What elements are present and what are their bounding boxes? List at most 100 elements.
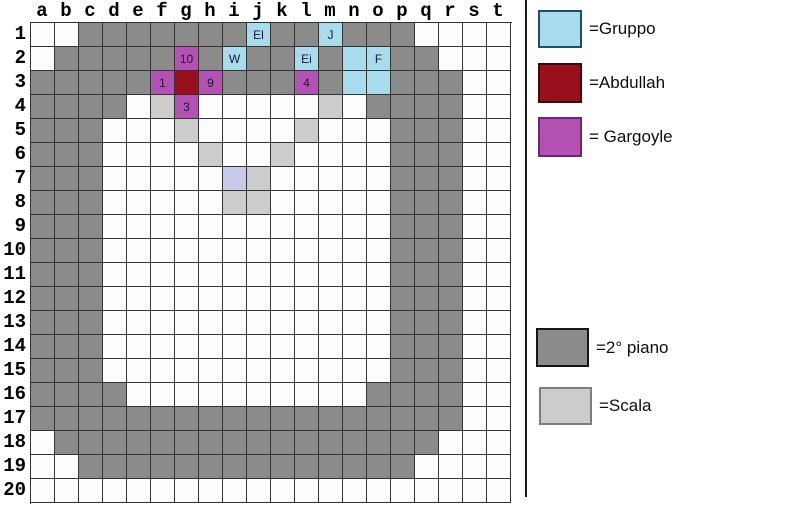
grid-cell-l15: [295, 359, 319, 383]
grid-cell-s6: [463, 143, 487, 167]
grid-cell-i11: [223, 263, 247, 287]
grid-cell-n18: [343, 431, 367, 455]
grid-cell-b17: [55, 407, 79, 431]
grid-cell-a20: [31, 479, 55, 503]
grid-cell-e15: [127, 359, 151, 383]
grid-cell-s20: [463, 479, 487, 503]
grid-cell-f20: [151, 479, 175, 503]
grid-cell-k19: [271, 455, 295, 479]
grid-cell-q12: [415, 287, 439, 311]
cell-label-g4: 3: [183, 99, 190, 114]
column-header-i: i: [228, 0, 240, 22]
grid-cell-t10: [487, 239, 511, 263]
grid-cell-s16: [463, 383, 487, 407]
grid-cell-o8: [367, 191, 391, 215]
grid-cell-k13: [271, 311, 295, 335]
grid-cell-b8: [55, 191, 79, 215]
grid-cell-r4: [439, 95, 463, 119]
grid-cell-r1: [439, 23, 463, 47]
grid-cell-g4: 3: [175, 95, 199, 119]
cell-label-j1: El: [253, 27, 264, 42]
row-header-14: 14: [3, 335, 26, 357]
grid-cell-g15: [175, 359, 199, 383]
grid-cell-j7: [247, 167, 271, 191]
grid-cell-o5: [367, 119, 391, 143]
grid-cell-r8: [439, 191, 463, 215]
grid-cell-l6: [295, 143, 319, 167]
grid-cell-s10: [463, 239, 487, 263]
grid-cell-q6: [415, 143, 439, 167]
grid-cell-e10: [127, 239, 151, 263]
grid-cell-q5: [415, 119, 439, 143]
row-header-6: 6: [14, 143, 26, 165]
column-header-q: q: [420, 0, 432, 22]
grid-cell-k8: [271, 191, 295, 215]
grid-cell-i5: [223, 119, 247, 143]
grid-cell-q11: [415, 263, 439, 287]
grid-cell-e4: [127, 95, 151, 119]
grid-cell-p4: [391, 95, 415, 119]
grid-cell-k5: [271, 119, 295, 143]
grid-cell-d10: [103, 239, 127, 263]
grid-cell-a11: [31, 263, 55, 287]
grid-cell-i19: [223, 455, 247, 479]
grid-cell-a19: [31, 455, 55, 479]
grid-cell-a1: [31, 23, 55, 47]
secondo-piano-swatch: [536, 328, 589, 367]
grid-cell-m16: [319, 383, 343, 407]
row-header-19: 19: [3, 455, 26, 477]
grid-cell-a16: [31, 383, 55, 407]
grid-cell-l12: [295, 287, 319, 311]
grid-cell-f15: [151, 359, 175, 383]
grid-cell-f8: [151, 191, 175, 215]
grid-cell-h19: [199, 455, 223, 479]
grid-cell-i4: [223, 95, 247, 119]
grid-cell-h5: [199, 119, 223, 143]
column-header-l: l: [300, 0, 312, 22]
grid-cell-q2: [415, 47, 439, 71]
grid-cell-h10: [199, 239, 223, 263]
grid-cell-p13: [391, 311, 415, 335]
grid-cell-p9: [391, 215, 415, 239]
grid-cell-p7: [391, 167, 415, 191]
grid-cell-k12: [271, 287, 295, 311]
grid-cell-k1: [271, 23, 295, 47]
grid-cell-i18: [223, 431, 247, 455]
grid-cell-f18: [151, 431, 175, 455]
grid-cell-l9: [295, 215, 319, 239]
grid-cell-n9: [343, 215, 367, 239]
grid-cell-m12: [319, 287, 343, 311]
scala-swatch: [539, 387, 592, 425]
grid-cell-c13: [79, 311, 103, 335]
grid-cell-n1: [343, 23, 367, 47]
grid-cell-b19: [55, 455, 79, 479]
grid-cell-l5: [295, 119, 319, 143]
grid-cell-n19: [343, 455, 367, 479]
secondo-piano-label: =2° piano: [596, 337, 669, 357]
grid-cell-e6: [127, 143, 151, 167]
row-header-13: 13: [3, 311, 26, 333]
grid-cell-t17: [487, 407, 511, 431]
grid-cell-k10: [271, 239, 295, 263]
grid-cell-e1: [127, 23, 151, 47]
grid-cell-g1: [175, 23, 199, 47]
abdullah-label: =Abdullah: [589, 73, 666, 92]
grid-cell-i15: [223, 359, 247, 383]
grid-cell-d16: [103, 383, 127, 407]
grid-cell-m14: [319, 335, 343, 359]
grid-cell-h11: [199, 263, 223, 287]
grid-cell-h14: [199, 335, 223, 359]
grid-cell-q9: [415, 215, 439, 239]
grid-cell-p6: [391, 143, 415, 167]
grid-cell-m7: [319, 167, 343, 191]
legend-entry-abdullah: =Abdullah: [538, 63, 665, 103]
grid-cell-a9: [31, 215, 55, 239]
grid-cell-r19: [439, 455, 463, 479]
grid-cell-s2: [463, 47, 487, 71]
grid-cell-j16: [247, 383, 271, 407]
grid-cell-e3: [127, 71, 151, 95]
grid-cell-h20: [199, 479, 223, 503]
grid-cell-a13: [31, 311, 55, 335]
grid-cell-m11: [319, 263, 343, 287]
grid-cell-a12: [31, 287, 55, 311]
